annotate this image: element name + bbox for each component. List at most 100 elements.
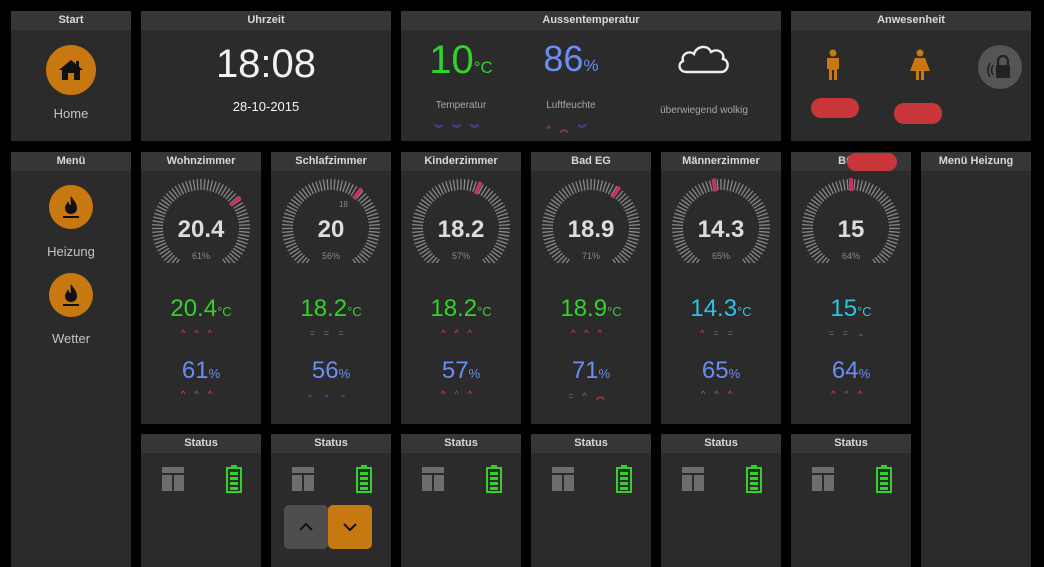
gauge-humidity: 64% xyxy=(841,251,860,261)
outdoor-hum-value: 86 xyxy=(543,38,584,79)
chevron-down-icon xyxy=(343,523,357,532)
status-tile: Status xyxy=(141,434,261,567)
heizung-label[interactable]: Heizung xyxy=(47,244,95,259)
room-humidity: 65% xyxy=(661,357,781,385)
trend-up-icon: ^ xyxy=(700,328,714,338)
presence-status-male xyxy=(811,98,859,118)
room-hum-trend: ⌄⌄⌄ xyxy=(271,389,391,400)
trend-flat-icon: = xyxy=(309,328,324,338)
room-temperature: 18.2°C xyxy=(401,295,521,323)
trend-up-icon: ^ xyxy=(454,389,468,399)
temperature-gauge xyxy=(151,179,251,263)
start-title: Start xyxy=(11,11,131,30)
outdoor-title: Aussentemperatur xyxy=(401,11,781,30)
room-temp-value: 18.9 xyxy=(560,295,608,322)
outdoor-temp-label: Temperatur xyxy=(435,100,487,111)
gauge-setpoint-label: 18 xyxy=(339,200,348,209)
status-tile: Status xyxy=(661,434,781,567)
heizung-button[interactable] xyxy=(49,185,93,229)
room-title: Kinderzimmer xyxy=(401,152,521,171)
room-hum-value: 56 xyxy=(311,357,339,384)
wetter-button[interactable] xyxy=(49,273,93,317)
status-title: Status xyxy=(401,434,521,453)
trend-down-icon: ⌄ xyxy=(306,389,323,399)
room-temp-unit: °C xyxy=(477,304,492,319)
menu-title: Menü xyxy=(11,152,131,171)
blind-up-button[interactable] xyxy=(284,505,328,549)
start-tile: Start Home xyxy=(11,11,131,141)
clock-tile: Uhrzeit 18:08 28-10-2015 xyxy=(141,11,391,141)
temperature-gauge xyxy=(411,179,511,263)
home-button[interactable] xyxy=(46,45,96,95)
trend-down-icon: ︾ xyxy=(451,124,470,134)
outdoor-hum-label: Luftfeuchte xyxy=(546,100,596,111)
room-temperature: 20.4°C xyxy=(141,295,261,323)
outdoor-temperature: 10°C xyxy=(421,38,501,83)
trend-up-icon: ^ xyxy=(831,389,845,399)
room-hum-unit: % xyxy=(728,366,741,381)
room-temperature: 14.3°C xyxy=(661,295,781,323)
room-humidity: 71% xyxy=(531,357,651,385)
trend-up-icon: ^ xyxy=(207,328,221,338)
room-temp-unit: °C xyxy=(217,304,232,319)
outdoor-humidity: 86% xyxy=(531,38,611,80)
room-temperature: 18.2°C xyxy=(271,295,391,323)
gauge-humidity: 65% xyxy=(711,251,730,261)
room-hum-trend: =^︽ xyxy=(531,389,651,402)
clock-title: Uhrzeit xyxy=(141,11,391,30)
room-hum-trend: ^^^ xyxy=(401,389,521,399)
room-hum-unit: % xyxy=(598,366,611,381)
room-tile: Büro1564%15°C==⌄64%^^^ xyxy=(791,152,911,424)
window-blind-icon[interactable] xyxy=(682,467,704,491)
alarm-lock-button[interactable] xyxy=(978,45,1022,89)
window-blind-icon[interactable] xyxy=(552,467,574,491)
room-temp-unit: °C xyxy=(737,304,752,319)
trend-up-icon: ^ xyxy=(441,389,455,399)
room-hum-trend: ^^^ xyxy=(141,389,261,399)
room-title: Wohnzimmer xyxy=(141,152,261,171)
battery-full-icon xyxy=(616,465,632,493)
room-temperature: 18.9°C xyxy=(531,295,651,323)
battery-full-icon xyxy=(486,465,502,493)
outdoor-hum-unit: % xyxy=(583,56,599,75)
blind-down-button[interactable] xyxy=(328,505,372,549)
trend-up-icon: ^ xyxy=(714,389,728,399)
gauge-needle xyxy=(711,178,718,192)
room-temp-value: 18.2 xyxy=(430,295,478,322)
female-person-icon[interactable] xyxy=(908,49,932,81)
trend-flat-icon: = xyxy=(842,328,857,338)
gauge-humidity: 57% xyxy=(451,251,470,261)
window-blind-icon[interactable] xyxy=(292,467,314,491)
room-temp-unit: °C xyxy=(607,304,622,319)
gauge-humidity: 71% xyxy=(581,251,600,261)
room-temperature: 15°C xyxy=(791,295,911,323)
gauge-value: 18.9 xyxy=(567,216,615,243)
cloud-icon xyxy=(678,45,729,74)
status-title: Status xyxy=(271,434,391,453)
room-title: Schlafzimmer xyxy=(271,152,391,171)
window-blind-icon[interactable] xyxy=(162,467,184,491)
outdoor-temp-trend: ︾︾︾ xyxy=(421,122,501,135)
gauge-humidity: 61% xyxy=(191,251,210,261)
room-hum-value: 61 xyxy=(181,357,209,384)
gauge-needle xyxy=(473,181,483,195)
window-blind-icon[interactable] xyxy=(422,467,444,491)
room-temp-value: 15 xyxy=(830,295,858,322)
room-humidity: 57% xyxy=(401,357,521,385)
room-hum-unit: % xyxy=(858,366,871,381)
menu-heizung-tile[interactable]: Menü Heizung xyxy=(921,152,1031,567)
outdoor-hum-trend: ^︽︾ xyxy=(531,122,611,135)
chevron-up-icon xyxy=(299,522,313,531)
trend-flat-icon: = xyxy=(727,328,742,338)
trend-flat-icon: = xyxy=(713,328,728,338)
room-humidity: 61% xyxy=(141,357,261,385)
room-title: Bad EG xyxy=(531,152,651,171)
wetter-label[interactable]: Wetter xyxy=(51,331,91,346)
presence-status-female xyxy=(894,103,942,124)
room-hum-unit: % xyxy=(208,366,221,381)
clock-date: 28-10-2015 xyxy=(232,99,300,114)
room-hum-unit: % xyxy=(338,366,351,381)
trend-down-icon: ︾ xyxy=(433,124,452,134)
male-person-icon[interactable] xyxy=(823,49,843,81)
window-blind-icon[interactable] xyxy=(812,467,834,491)
